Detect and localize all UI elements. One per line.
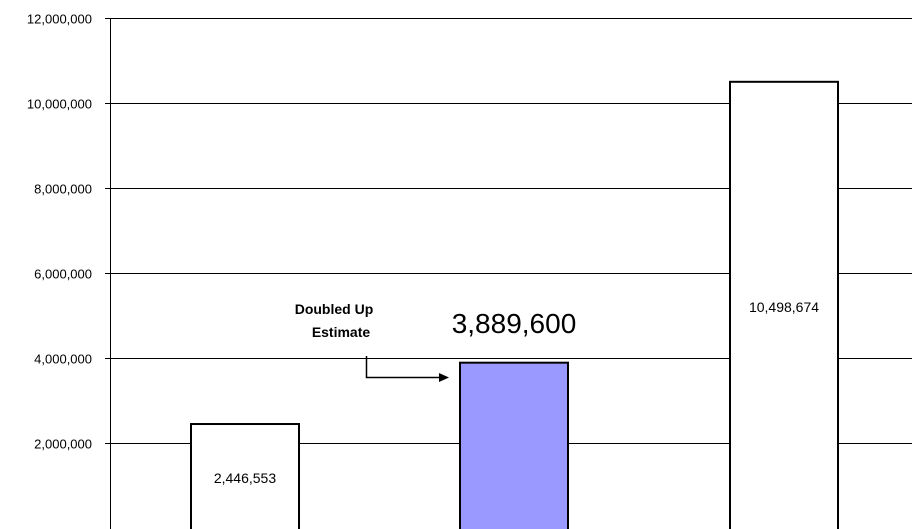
bar (459, 361, 569, 529)
bar-value-labels: 2,446,553 3,889,600 10,498,674 (214, 299, 819, 486)
y-tick-label: 2,000,000 (34, 437, 92, 452)
bar (729, 80, 839, 529)
annotation-arrow-line (365, 356, 440, 379)
bar (190, 423, 300, 529)
y-tick-label: 10,000,000 (27, 97, 92, 112)
y-axis (105, 18, 111, 529)
y-tick-label: 4,000,000 (34, 352, 92, 367)
y-tick-label: 8,000,000 (34, 182, 92, 197)
arrow-head-icon (439, 373, 449, 382)
annotation-text-line: Estimate (312, 324, 371, 340)
bars (190, 80, 839, 529)
annotation-text-line: Doubled Up (295, 301, 374, 317)
bar-value-label: 3,889,600 (452, 308, 577, 339)
bar-value-label: 10,498,674 (749, 299, 819, 315)
bar-value-label: 2,446,553 (214, 470, 276, 486)
annotation: Doubled Up Estimate (295, 301, 449, 382)
y-tick-label: 12,000,000 (27, 12, 92, 27)
y-tick-labels: 2,000,000 4,000,000 6,000,000 8,000,000 10,0… (27, 12, 92, 452)
y-tick-label: 6,000,000 (34, 267, 92, 282)
